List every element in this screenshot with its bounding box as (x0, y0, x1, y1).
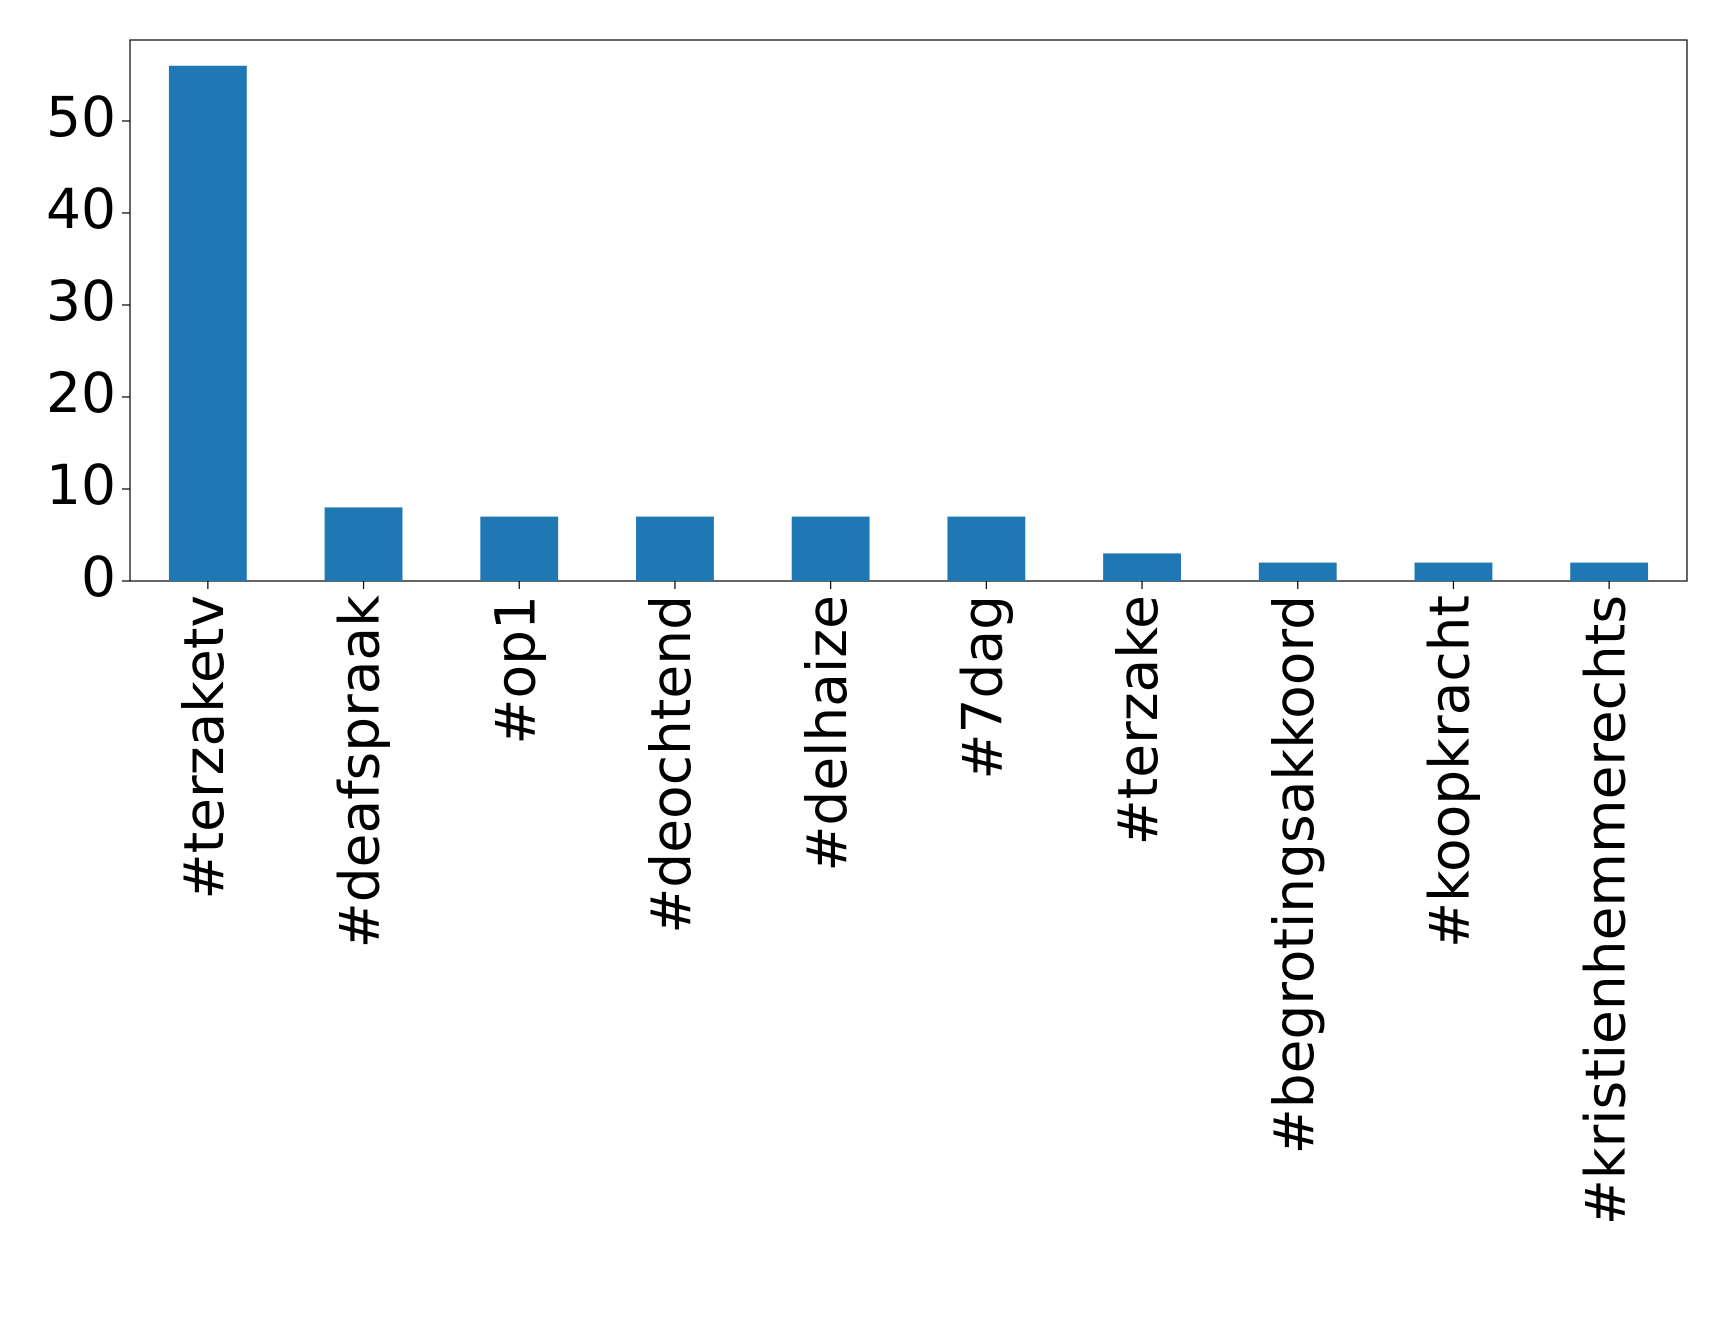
x-tick-label: #terzake (1106, 595, 1170, 845)
y-tick-label: 0 (81, 545, 116, 609)
y-tick-label: 10 (46, 453, 116, 517)
x-tick-label: #deafspraak (328, 595, 392, 948)
x-tick-label: #begrotingsakkoord (1262, 595, 1326, 1154)
bar (1414, 562, 1493, 581)
x-tick-label: #deochtend (639, 595, 703, 934)
x-tick-label: #kristienhemmerechts (1573, 595, 1637, 1225)
bar (168, 65, 247, 581)
y-tick-label: 30 (46, 269, 116, 333)
bar (480, 516, 559, 581)
bar (1570, 562, 1649, 581)
x-tick-label: #op1 (483, 595, 547, 745)
bar (1103, 553, 1181, 581)
bar (947, 516, 1026, 581)
x-tick-label: #7dag (950, 595, 1014, 780)
x-tick-label: #delhaize (795, 595, 859, 872)
y-tick-label: 40 (46, 177, 116, 241)
plot-frame (129, 39, 1688, 582)
bar (1258, 562, 1337, 581)
x-tick-label: #koopkracht (1418, 595, 1482, 948)
bar (636, 516, 714, 581)
bar (324, 507, 403, 581)
bar (791, 516, 870, 581)
y-tick-label: 20 (46, 361, 116, 425)
y-tick-label: 50 (46, 85, 116, 149)
x-tick-label: #terzaketv (172, 595, 236, 900)
